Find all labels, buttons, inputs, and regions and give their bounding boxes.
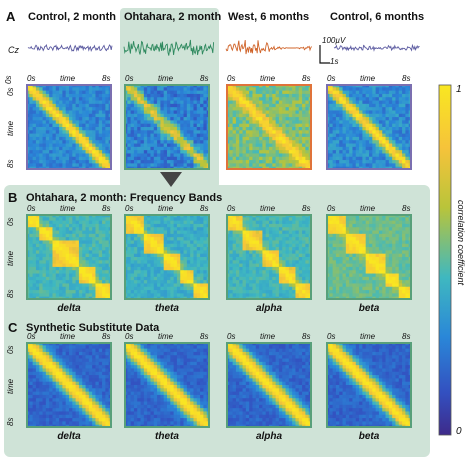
xtick-start-r1c0: 0s [27, 204, 36, 213]
eeg-trace-3 [225, 39, 312, 55]
ytick-start-r2: 0s [6, 345, 15, 354]
col3-title: West, 6 months [228, 11, 310, 23]
matrix-a-4 [326, 84, 412, 170]
matrix-c-delta [26, 342, 112, 428]
xtick-end-r1c2: 8s [302, 204, 311, 213]
xtick-mid-r1c3: time [360, 204, 376, 213]
matrix-b-alpha [226, 214, 312, 300]
colorbar-min: 0 [456, 426, 462, 437]
xtick-start-r0c0: 0s [27, 74, 36, 83]
matrix-c-alpha [226, 342, 312, 428]
xtick-start-r1c3: 0s [327, 204, 336, 213]
band-label-b-theta: theta [155, 303, 179, 314]
xtick-end-r0c3: 8s [402, 74, 411, 83]
xtick-start-r2c0: 0s [27, 332, 36, 341]
eeg-trace-1 [27, 44, 113, 53]
matrix-a-3 [226, 84, 312, 170]
eeg-trace-4 [333, 43, 420, 52]
xtick-mid-r2c0: time [60, 332, 76, 341]
xtick-end-r0c2: 8s [302, 74, 311, 83]
xtick-end-r1c0: 8s [102, 204, 111, 213]
row-a-y-start: 0s [4, 75, 13, 84]
xtick-end-r2c3: 8s [402, 332, 411, 341]
band-label-b-alpha: alpha [255, 303, 283, 314]
xtick-start-r1c1: 0s [125, 204, 134, 213]
colorbar-label: correlation coefficient [456, 200, 466, 286]
xtick-mid-r0c3: time [360, 74, 376, 83]
down-arrow-icon [160, 172, 182, 187]
xtick-end-r1c3: 8s [402, 204, 411, 213]
matrix-b-theta [124, 214, 210, 300]
xtick-start-r1c2: 0s [227, 204, 236, 213]
xtick-start-r2c3: 0s [327, 332, 336, 341]
band-label-c-alpha: alpha [255, 431, 283, 442]
panel-c-title: Synthetic Substitute Data [26, 322, 160, 334]
ytick-start-r0: 0s [6, 87, 15, 96]
colorbar [438, 84, 452, 436]
ytick-mid-r1: time [6, 250, 15, 266]
scale-bar [319, 45, 330, 64]
eeg-traces [27, 39, 420, 56]
matrix-c-beta [326, 342, 412, 428]
panel-b-letter: B [8, 190, 18, 205]
xtick-mid-r2c2: time [260, 332, 276, 341]
ytick-end-r1: 8s [6, 289, 15, 298]
matrix-a-1 [26, 84, 112, 170]
scale-amp-label: 100µV [322, 36, 346, 45]
xtick-end-r0c1: 8s [200, 74, 209, 83]
ytick-end-r2: 8s [6, 417, 15, 426]
panel-a-letter: A [6, 9, 16, 24]
xtick-mid-r1c2: time [260, 204, 276, 213]
ytick-start-r1: 0s [6, 217, 15, 226]
band-label-c-theta: theta [155, 431, 179, 442]
colorbar-max: 1 [456, 84, 462, 95]
matrix-b-delta [26, 214, 112, 300]
band-label-b-delta: delta [57, 303, 81, 314]
eeg-trace-2 [123, 39, 215, 56]
panel-b-title: Ohtahara, 2 month: Frequency Bands [26, 192, 223, 204]
panel-c-letter: C [8, 320, 18, 335]
xtick-start-r0c3: 0s [327, 74, 336, 83]
xtick-end-r2c1: 8s [200, 332, 209, 341]
xtick-mid-r2c1: time [158, 332, 174, 341]
xtick-mid-r0c0: time [60, 74, 76, 83]
xtick-start-r2c1: 0s [125, 332, 134, 341]
xtick-mid-r2c3: time [360, 332, 376, 341]
col2-title: Ohtahara, 2 month [124, 11, 222, 23]
band-label-c-delta: delta [57, 431, 81, 442]
xtick-mid-r1c1: time [158, 204, 174, 213]
band-label-c-beta: beta [358, 431, 380, 442]
ytick-mid-r0: time [6, 120, 15, 136]
col1-title: Control, 2 month [28, 11, 116, 23]
xtick-end-r1c1: 8s [200, 204, 209, 213]
xtick-mid-r0c2: time [260, 74, 276, 83]
xtick-end-r0c0: 8s [102, 74, 111, 83]
ytick-mid-r2: time [6, 378, 15, 394]
xtick-end-r2c2: 8s [302, 332, 311, 341]
matrix-c-theta [124, 342, 210, 428]
xtick-mid-r0c1: time [158, 74, 174, 83]
xtick-mid-r1c0: time [60, 204, 76, 213]
xtick-start-r0c1: 0s [125, 74, 134, 83]
channel-label: Cz [8, 45, 19, 55]
ytick-end-r0: 8s [6, 159, 15, 168]
xtick-start-r0c2: 0s [227, 74, 236, 83]
matrix-b-beta [326, 214, 412, 300]
matrix-a-2 [124, 84, 210, 170]
band-label-b-beta: beta [358, 303, 380, 314]
xtick-start-r2c2: 0s [227, 332, 236, 341]
col4-title: Control, 6 months [330, 11, 425, 23]
scale-time-label: 1s [330, 57, 339, 66]
xtick-end-r2c0: 8s [102, 332, 111, 341]
